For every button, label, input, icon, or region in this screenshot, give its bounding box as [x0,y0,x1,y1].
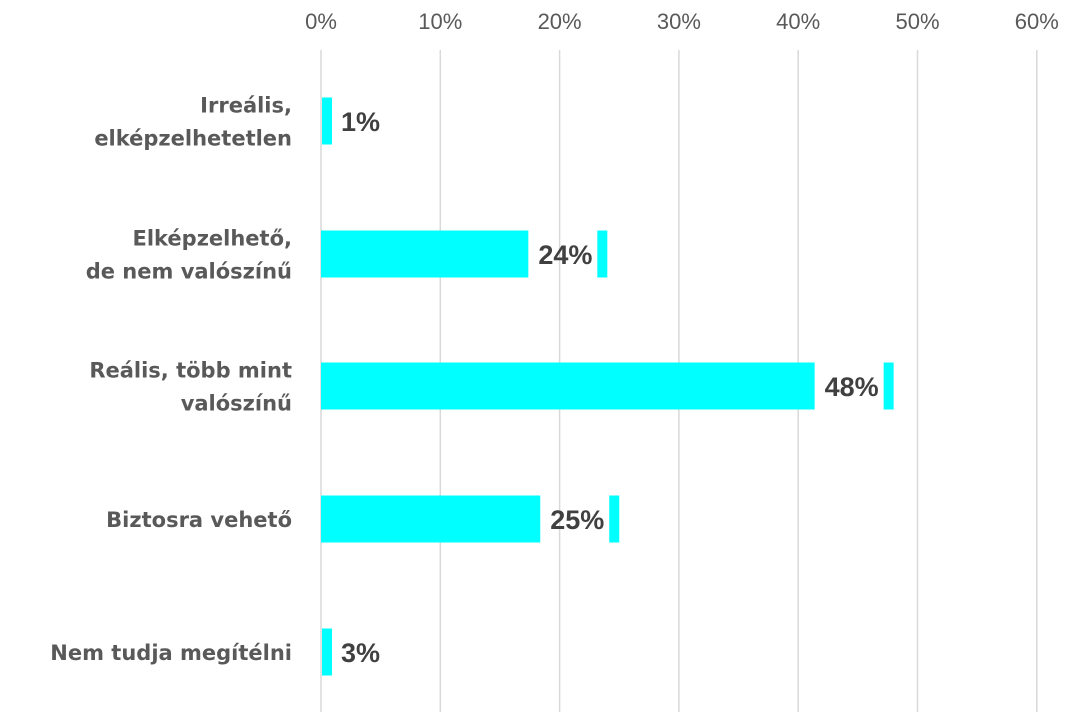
bar-end [883,362,894,410]
tick-label: 40% [776,9,820,34]
category-label: Biztosra vehető [106,508,292,532]
tick-label: 50% [895,9,939,34]
bar [322,628,332,676]
tick-label: 60% [1015,9,1059,34]
category-label: Elképzelhető, [132,227,292,251]
bar [322,97,332,145]
tick-label: 30% [657,9,701,34]
tick-label: 0% [305,9,337,34]
category-label: Reális, több mint [89,359,292,383]
category-label: Irreális, [200,94,292,118]
category-label: de nem valószínű [86,260,292,284]
data-label: 25% [550,505,604,535]
category-label: valószínű [181,392,292,416]
data-label: 3% [341,638,380,668]
bar-end [609,495,620,543]
data-label: 48% [825,372,879,402]
data-label: 1% [341,107,380,137]
bar [321,362,815,410]
category-label: Nem tudja megítélni [50,641,292,665]
tick-label: 10% [418,9,462,34]
bar [321,230,529,278]
tick-label: 20% [538,9,582,34]
data-label: 24% [538,240,592,270]
bar-end [597,230,608,278]
bar [321,495,541,543]
category-label: elképzelhetetlen [94,127,292,151]
